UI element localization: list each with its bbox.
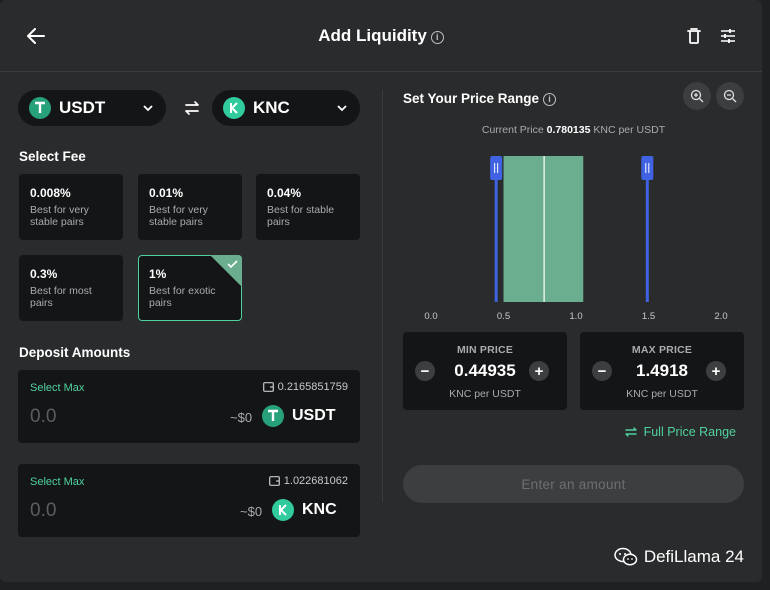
- fee-description: Best for stable pairs: [267, 204, 335, 228]
- deposit-token-symbol: KNC: [302, 501, 337, 518]
- fee-percent: 0.01%: [149, 186, 184, 200]
- fee-option-0008[interactable]: 0.008% Best for very stable pairs: [19, 174, 123, 240]
- max-price-value[interactable]: 1.4918: [636, 361, 688, 380]
- delete-button[interactable]: [684, 26, 704, 46]
- wallet-icon: [268, 476, 280, 486]
- page-title-wrap: Add Liquidity i: [0, 26, 762, 46]
- swap-arrows-icon: [624, 427, 637, 437]
- x-tick-label: 1.0: [569, 311, 582, 322]
- full-price-range-label: Full Price Range: [643, 425, 736, 439]
- current-price-unit: KNC per USDT: [593, 124, 666, 136]
- wallet-balance: 1.022681062: [268, 475, 348, 487]
- usdt-amount-input[interactable]: [30, 404, 190, 430]
- settings-button[interactable]: [718, 26, 738, 46]
- price-range-title: Set Your Price Range: [403, 91, 540, 106]
- wechat-icon: [614, 547, 638, 566]
- token-a-selector[interactable]: USDT: [18, 90, 166, 126]
- min-price-box: MIN PRICE − 0.44935 + KNC per USDT: [403, 332, 567, 410]
- trash-icon: [687, 28, 701, 44]
- current-price: Current Price 0.780135 KNC per USDT: [403, 124, 744, 136]
- swap-tokens-button[interactable]: [182, 98, 202, 118]
- zoom-out-button[interactable]: [716, 82, 744, 110]
- zoom-in-icon: [690, 89, 704, 103]
- min-price-label: MIN PRICE: [456, 344, 514, 356]
- min-price-increment-button[interactable]: +: [529, 361, 549, 381]
- liquidity-range-chart[interactable]: 0.0 0.5 1.0 1.5 2.0: [403, 150, 744, 325]
- token-b-selector[interactable]: KNC: [212, 90, 360, 126]
- fee-description: Best for very stable pairs: [30, 204, 89, 228]
- back-button[interactable]: [24, 24, 48, 48]
- deposit-token: USDT: [262, 405, 336, 427]
- min-price-handle[interactable]: [490, 156, 503, 180]
- fee-option-001[interactable]: 0.01% Best for very stable pairs: [138, 174, 242, 240]
- max-price-unit: KNC per USDT: [626, 388, 698, 400]
- watermark: DefiLlama 24: [614, 547, 744, 567]
- deposit-knc-box: Select Max 1.022681062 ~$0 KNC: [18, 464, 360, 537]
- min-price-decrement-button[interactable]: −: [415, 361, 435, 381]
- min-price-unit: KNC per USDT: [449, 388, 521, 400]
- fee-option-03[interactable]: 0.3% Best for most pairs: [19, 255, 123, 321]
- deposit-usdt-box: Select Max 0.2165851759 ~$0 USDT: [18, 370, 360, 443]
- min-price-value[interactable]: 0.44935: [454, 361, 516, 380]
- usd-value: ~$0: [230, 410, 253, 425]
- fee-description: Best for exotic pairs: [149, 285, 216, 309]
- title-info-icon[interactable]: i: [430, 31, 444, 44]
- max-price-handle[interactable]: [641, 156, 654, 180]
- token-a-symbol: USDT: [59, 98, 106, 117]
- fee-option-1[interactable]: 1% Best for exotic pairs: [138, 255, 242, 321]
- select-max-button[interactable]: Select Max: [30, 476, 85, 488]
- x-tick-label: 2.0: [714, 311, 727, 322]
- fee-percent: 0.04%: [267, 186, 302, 200]
- deposit-token: KNC: [272, 499, 337, 521]
- add-liquidity-panel: Add Liquidity i USDT KNC: [0, 0, 762, 582]
- chevron-down-icon: [337, 105, 347, 112]
- selected-check-icon: [210, 255, 242, 287]
- token-b-symbol: KNC: [253, 98, 290, 117]
- column-divider: [382, 90, 383, 502]
- max-price-box: MAX PRICE − 1.4918 + KNC per USDT: [580, 332, 744, 410]
- sliders-icon: [721, 29, 735, 43]
- zoom-out-icon: [723, 89, 737, 103]
- fee-percent: 0.3%: [30, 267, 58, 281]
- select-max-button[interactable]: Select Max: [30, 382, 85, 394]
- range-info-icon[interactable]: i: [543, 93, 557, 106]
- max-price-label: MAX PRICE: [631, 344, 693, 356]
- enter-amount-button[interactable]: Enter an amount: [403, 465, 744, 503]
- max-price-decrement-button[interactable]: −: [592, 361, 612, 381]
- knc-logo-icon: [272, 499, 294, 521]
- current-price-label: Current Price: [481, 124, 544, 136]
- fee-percent: 0.008%: [30, 186, 71, 200]
- fee-percent: 1%: [149, 267, 167, 281]
- watermark-text: DefiLlama 24: [643, 547, 744, 566]
- select-fee-label: Select Fee: [19, 149, 86, 164]
- knc-amount-input[interactable]: [30, 498, 190, 524]
- usdt-logo-icon: [262, 405, 284, 427]
- fee-description: Best for most pairs: [30, 285, 92, 309]
- chevron-down-icon: [143, 105, 153, 112]
- deposit-amounts-label: Deposit Amounts: [19, 345, 131, 360]
- zoom-in-button[interactable]: [683, 82, 711, 110]
- usdt-logo-icon: [29, 97, 51, 119]
- knc-logo-icon: [223, 97, 245, 119]
- x-tick-label: 1.5: [642, 311, 655, 322]
- x-tick-label: 0.0: [424, 311, 437, 322]
- wallet-icon: [262, 382, 274, 392]
- deposit-token-symbol: USDT: [292, 407, 336, 424]
- x-tick-label: 0.5: [497, 311, 510, 322]
- page-title: Add Liquidity: [318, 26, 427, 45]
- balance-value: 0.2165851759: [277, 381, 348, 393]
- balance-value: 1.022681062: [283, 475, 348, 487]
- price-range-title-wrap: Set Your Price Range i: [403, 91, 557, 106]
- max-price-increment-button[interactable]: +: [706, 361, 726, 381]
- current-price-value: 0.780135: [546, 124, 591, 136]
- liquidity-band: [503, 156, 584, 302]
- swap-arrows-icon: [185, 101, 199, 115]
- usd-value: ~$0: [240, 504, 263, 519]
- wallet-balance: 0.2165851759: [262, 381, 348, 393]
- fee-description: Best for very stable pairs: [149, 204, 208, 228]
- fee-option-004[interactable]: 0.04% Best for stable pairs: [256, 174, 360, 240]
- arrow-left-icon: [27, 28, 45, 44]
- header: Add Liquidity i: [0, 0, 762, 72]
- full-price-range-button[interactable]: Full Price Range: [624, 425, 736, 439]
